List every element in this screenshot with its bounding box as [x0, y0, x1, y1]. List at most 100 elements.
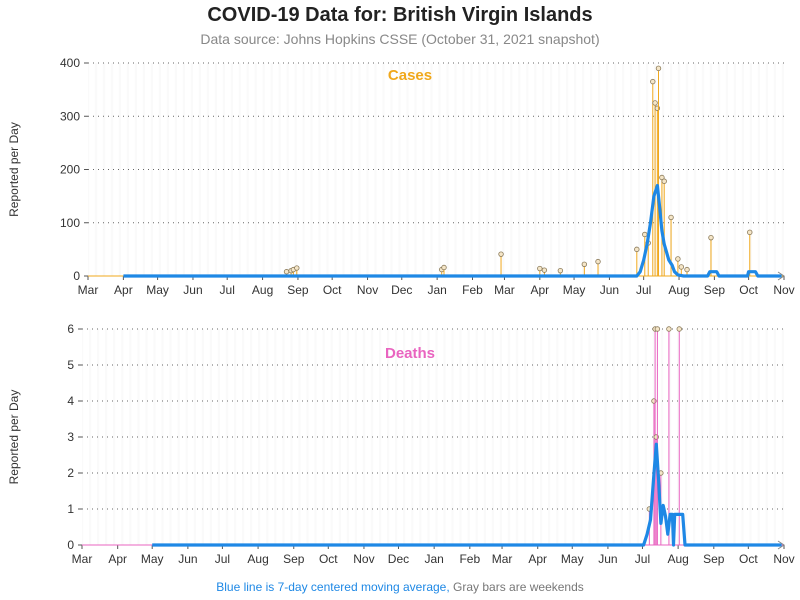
- footnote-moving-average: Blue line is 7-day centered moving avera…: [216, 580, 450, 594]
- weekend-bar: [171, 329, 172, 545]
- x-tick-label: Jul: [635, 552, 650, 566]
- x-tick-label: Mar: [72, 552, 93, 566]
- weekend-bar: [767, 63, 768, 276]
- weekend-bar: [550, 63, 551, 276]
- weekend-bar: [331, 329, 332, 545]
- weekend-bar: [255, 63, 256, 276]
- weekend-bar: [324, 329, 325, 545]
- weekend-bar: [702, 63, 703, 276]
- weekend-bar: [130, 329, 131, 545]
- weekend-bar: [336, 63, 337, 276]
- x-tick-label: Feb: [462, 283, 483, 297]
- weekend-bar: [379, 329, 380, 545]
- weekend-bar: [235, 329, 236, 545]
- weekend-bar: [759, 63, 760, 276]
- x-tick-label: Jul: [215, 552, 230, 566]
- x-tick-label: Sep: [703, 552, 725, 566]
- weekend-bar: [145, 329, 146, 545]
- weekend-bar: [486, 63, 487, 276]
- weekend-bar: [371, 329, 372, 545]
- weekend-bar: [549, 329, 550, 545]
- moving-average-line: [123, 183, 782, 278]
- weekend-bar: [629, 329, 630, 545]
- weekend-bar: [511, 63, 512, 276]
- weekend-bar: [259, 329, 260, 545]
- weekend-bar: [735, 63, 736, 276]
- weekend-bar: [751, 63, 752, 276]
- weekend-bar: [334, 63, 335, 276]
- weekend-bar: [295, 63, 296, 276]
- weekend-bar: [392, 63, 393, 276]
- weekend-bar: [136, 63, 137, 276]
- weekend-bar: [686, 63, 687, 276]
- x-tick-label: Apr: [530, 283, 549, 297]
- weekend-bar: [606, 329, 607, 545]
- x-tick-label: Mar: [78, 283, 99, 297]
- weekend-bar: [590, 63, 591, 276]
- weekend-bar: [455, 63, 456, 276]
- daily-series: [283, 65, 753, 276]
- weekend-bar: [580, 329, 581, 545]
- weekend-bar: [176, 63, 177, 276]
- weekend-bar: [296, 63, 297, 276]
- weekend-bar: [290, 329, 291, 545]
- y-tick-label: 400: [60, 56, 80, 70]
- weekend-bar: [484, 329, 485, 545]
- x-tick-label: Aug: [668, 283, 689, 297]
- weekend-bar: [364, 329, 365, 545]
- x-tick-label: Oct: [323, 283, 342, 297]
- weekend-bar: [271, 63, 272, 276]
- weekend-bar: [459, 329, 460, 545]
- weekend-bar: [316, 329, 317, 545]
- weekend-bar: [112, 63, 113, 276]
- weekend-bar: [153, 329, 154, 545]
- weekend-bar: [144, 63, 145, 276]
- weekend-bar: [485, 329, 486, 545]
- weekend-bar: [645, 329, 646, 545]
- weekend-bar: [630, 63, 631, 276]
- weekend-bar: [751, 329, 752, 545]
- chart-subtitle: Data source: Johns Hopkins CSSE (October…: [200, 31, 600, 47]
- weekend-bar: [195, 329, 196, 545]
- weekend-bar: [694, 329, 695, 545]
- weekend-bar: [215, 63, 216, 276]
- y-tick-label: 100: [60, 216, 80, 230]
- weekend-bar: [256, 63, 257, 276]
- x-tick-label: Feb: [459, 552, 480, 566]
- weekend-bar: [350, 63, 351, 276]
- weekend-bar: [89, 329, 90, 545]
- weekend-bar: [622, 63, 623, 276]
- weekend-bar: [725, 329, 726, 545]
- x-tick-label: Nov: [353, 552, 374, 566]
- daily-point: [661, 178, 667, 184]
- weekend-bar: [155, 329, 156, 545]
- daily-point: [595, 258, 601, 265]
- weekend-bar: [510, 63, 511, 276]
- weekend-bar: [127, 63, 128, 276]
- weekend-bar: [374, 63, 375, 276]
- weekend-bar: [243, 329, 244, 545]
- weekend-bar: [726, 63, 727, 276]
- daily-point: [557, 267, 564, 274]
- x-tick-label: Apr: [114, 283, 133, 297]
- weekend-bar: [339, 329, 340, 545]
- y-tick-label: 300: [60, 109, 80, 123]
- weekend-bar: [614, 329, 615, 545]
- weekend-bar: [356, 329, 357, 545]
- daily-point: [634, 246, 640, 253]
- weekend-bar: [390, 63, 391, 276]
- weekend-bar: [559, 63, 560, 276]
- weekend-bar: [414, 63, 415, 276]
- x-tick-label: May: [561, 552, 584, 566]
- axis-end-marker: [777, 271, 785, 281]
- weekend-bar: [494, 63, 495, 276]
- weekend-bar: [638, 329, 639, 545]
- weekend-bar: [231, 63, 232, 276]
- weekend-bar: [693, 329, 694, 545]
- x-tick-label: Nov: [773, 283, 794, 297]
- weekend-bar: [516, 329, 517, 545]
- x-tick-label: Nov: [773, 552, 794, 566]
- weekend-bar: [310, 63, 311, 276]
- weekend-bar: [766, 329, 767, 545]
- weekend-bar: [719, 63, 720, 276]
